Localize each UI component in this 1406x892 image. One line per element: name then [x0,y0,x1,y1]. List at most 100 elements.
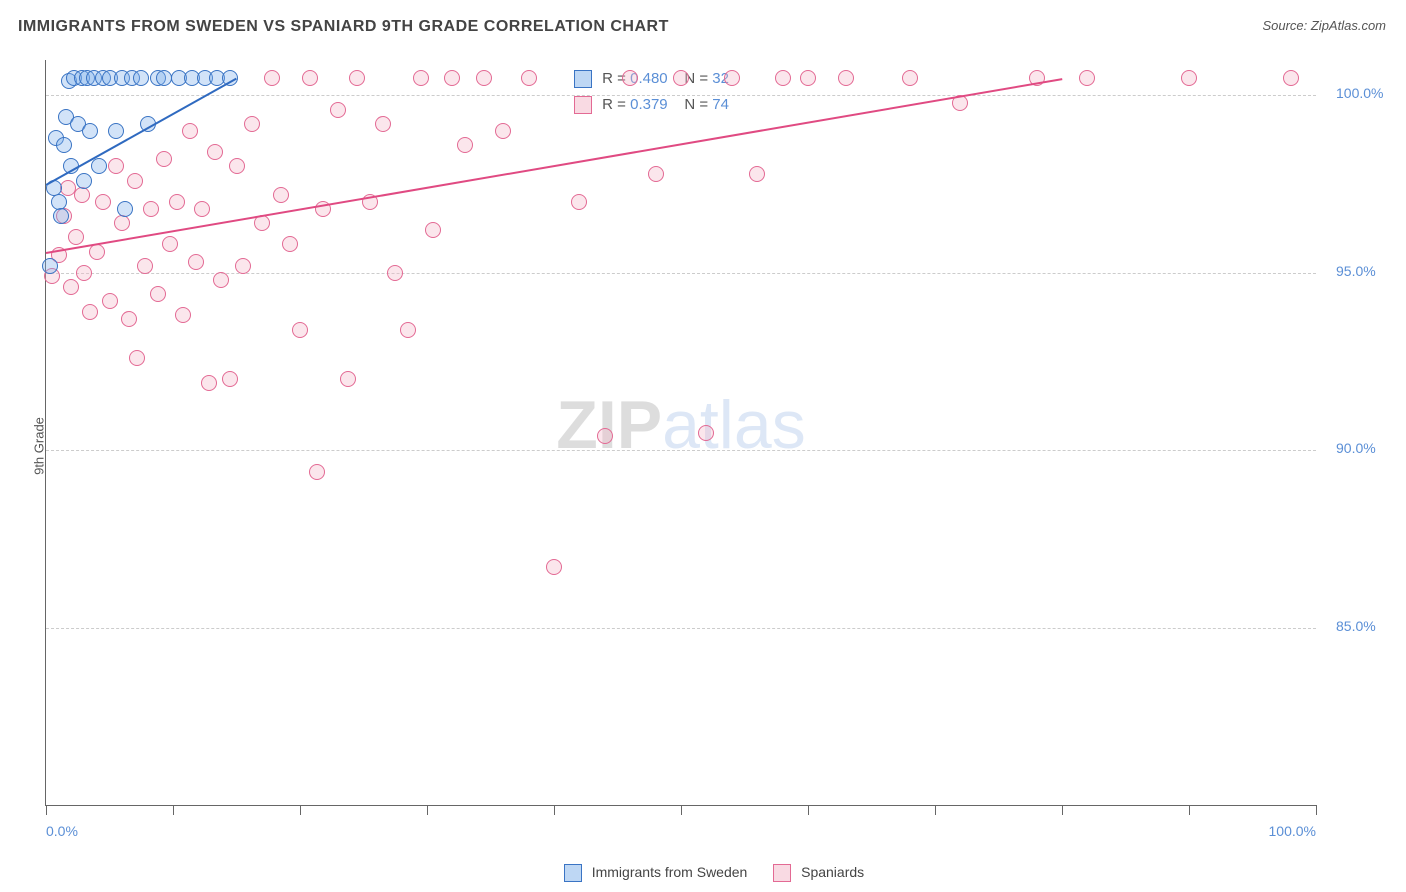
data-point [169,194,185,210]
data-point [82,304,98,320]
stats-n-value-2: 74 [712,96,729,113]
data-point [413,70,429,86]
data-point [127,173,143,189]
data-point [188,254,204,270]
data-point [495,123,511,139]
legend-label-2: Spaniards [801,864,864,880]
chart-title: IMMIGRANTS FROM SWEDEN VS SPANIARD 9TH G… [18,18,669,36]
watermark-part1: ZIP [556,387,662,463]
data-point [143,201,159,217]
stats-r-label-2: R = [602,96,626,113]
data-point [108,123,124,139]
data-point [207,144,223,160]
data-point [546,559,562,575]
data-point [222,371,238,387]
data-point [156,70,172,86]
data-point [229,158,245,174]
x-tick [808,805,809,815]
data-point [74,187,90,203]
data-point [156,151,172,167]
data-point [800,70,816,86]
watermark-part2: atlas [662,387,806,463]
data-point [91,158,107,174]
data-point [444,70,460,86]
y-tick-label: 90.0% [1336,440,1376,456]
data-point [302,70,318,86]
data-point [53,208,69,224]
data-point [648,166,664,182]
source-label: Source: ZipAtlas.com [1262,18,1386,33]
data-point [1181,70,1197,86]
data-point [182,123,198,139]
x-tick [1316,805,1317,815]
trend-line [46,78,1062,254]
data-point [121,311,137,327]
gridline [46,95,1316,96]
y-tick-label: 100.0% [1336,85,1383,101]
data-point [108,158,124,174]
data-point [235,258,251,274]
data-point [698,425,714,441]
stats-swatch-2 [574,96,592,114]
data-point [76,265,92,281]
data-point [775,70,791,86]
x-tick [46,805,47,815]
data-point [521,70,537,86]
x-tick-label: 0.0% [46,823,78,839]
data-point [309,464,325,480]
data-point [387,265,403,281]
legend-swatch-2 [773,864,791,882]
gridline [46,628,1316,629]
trend-line [46,78,237,186]
data-point [340,371,356,387]
plot-area: ZIPatlas R = 0.480 N = 32 R = 0.379 N = … [45,60,1316,806]
data-point [330,102,346,118]
data-point [201,375,217,391]
data-point [264,70,280,86]
data-point [137,258,153,274]
data-point [273,187,289,203]
x-tick [1189,805,1190,815]
data-point [1079,70,1095,86]
data-point [400,322,416,338]
x-tick [427,805,428,815]
y-tick-label: 85.0% [1336,618,1376,634]
data-point [129,350,145,366]
stats-swatch-1 [574,70,592,88]
data-point [42,258,58,274]
data-point [597,428,613,444]
data-point [82,123,98,139]
stats-n-label-2: N = [684,96,708,113]
data-point [95,194,111,210]
legend-swatch-1 [564,864,582,882]
data-point [1283,70,1299,86]
data-point [724,70,740,86]
data-point [63,279,79,295]
x-tick [1062,805,1063,815]
legend-label-1: Immigrants from Sweden [592,864,748,880]
data-point [571,194,587,210]
data-point [244,116,260,132]
data-point [282,236,298,252]
stats-series1: R = 0.480 N = 32 [566,66,737,92]
data-point [457,137,473,153]
x-tick [935,805,936,815]
x-tick-label: 100.0% [1269,823,1316,839]
x-tick [173,805,174,815]
data-point [162,236,178,252]
data-point [117,201,133,217]
data-point [673,70,689,86]
gridline [46,273,1316,274]
data-point [902,70,918,86]
x-tick [681,805,682,815]
gridline [46,450,1316,451]
data-point [68,229,84,245]
data-point [213,272,229,288]
data-point [194,201,210,217]
data-point [175,307,191,323]
data-point [56,137,72,153]
data-point [349,70,365,86]
data-point [622,70,638,86]
x-tick [554,805,555,815]
y-tick-label: 95.0% [1336,263,1376,279]
